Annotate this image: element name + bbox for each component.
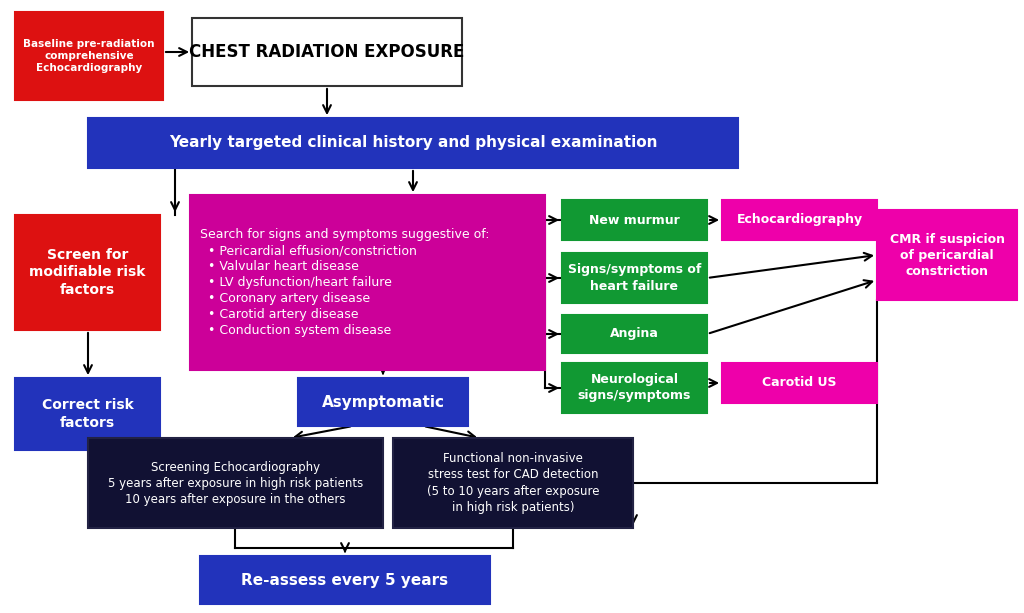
Text: New murmur: New murmur xyxy=(589,213,680,226)
FancyBboxPatch shape xyxy=(298,378,468,426)
FancyBboxPatch shape xyxy=(562,315,707,353)
Text: Correct risk
factors: Correct risk factors xyxy=(42,398,133,430)
Text: Search for signs and symptoms suggestive of:
  • Pericardial effusion/constricti: Search for signs and symptoms suggestive… xyxy=(201,228,489,337)
Text: Baseline pre-radiation
comprehensive
Echocardiography: Baseline pre-radiation comprehensive Ech… xyxy=(24,39,155,74)
Text: Angina: Angina xyxy=(610,327,658,340)
Text: Carotid US: Carotid US xyxy=(762,376,837,389)
FancyBboxPatch shape xyxy=(722,200,877,240)
Text: Yearly targeted clinical history and physical examination: Yearly targeted clinical history and phy… xyxy=(169,135,657,151)
FancyBboxPatch shape xyxy=(193,18,462,86)
FancyBboxPatch shape xyxy=(15,378,160,450)
Text: Re-assess every 5 years: Re-assess every 5 years xyxy=(242,573,449,587)
FancyBboxPatch shape xyxy=(562,200,707,240)
Text: Screen for
modifiable risk
factors: Screen for modifiable risk factors xyxy=(30,248,145,297)
Text: CMR if suspicion
of pericardial
constriction: CMR if suspicion of pericardial constric… xyxy=(890,232,1005,278)
FancyBboxPatch shape xyxy=(562,363,707,413)
Text: CHEST RADIATION EXPOSURE: CHEST RADIATION EXPOSURE xyxy=(189,43,465,61)
FancyBboxPatch shape xyxy=(190,195,545,370)
FancyBboxPatch shape xyxy=(200,556,490,604)
FancyBboxPatch shape xyxy=(877,210,1017,300)
Text: Signs/symptoms of
heart failure: Signs/symptoms of heart failure xyxy=(568,264,701,292)
FancyBboxPatch shape xyxy=(88,438,383,528)
FancyBboxPatch shape xyxy=(15,12,163,100)
FancyBboxPatch shape xyxy=(562,253,707,303)
FancyBboxPatch shape xyxy=(393,438,633,528)
Text: Functional non-invasive
stress test for CAD detection
(5 to 10 years after expos: Functional non-invasive stress test for … xyxy=(427,452,599,514)
Text: Neurological
signs/symptoms: Neurological signs/symptoms xyxy=(578,373,691,403)
Text: Asymptomatic: Asymptomatic xyxy=(322,395,444,409)
Text: Echocardiography: Echocardiography xyxy=(736,213,862,226)
FancyBboxPatch shape xyxy=(15,215,160,330)
Text: Screening Echocardiography
5 years after exposure in high risk patients
10 years: Screening Echocardiography 5 years after… xyxy=(108,460,364,506)
FancyBboxPatch shape xyxy=(722,363,877,403)
FancyBboxPatch shape xyxy=(88,118,738,168)
